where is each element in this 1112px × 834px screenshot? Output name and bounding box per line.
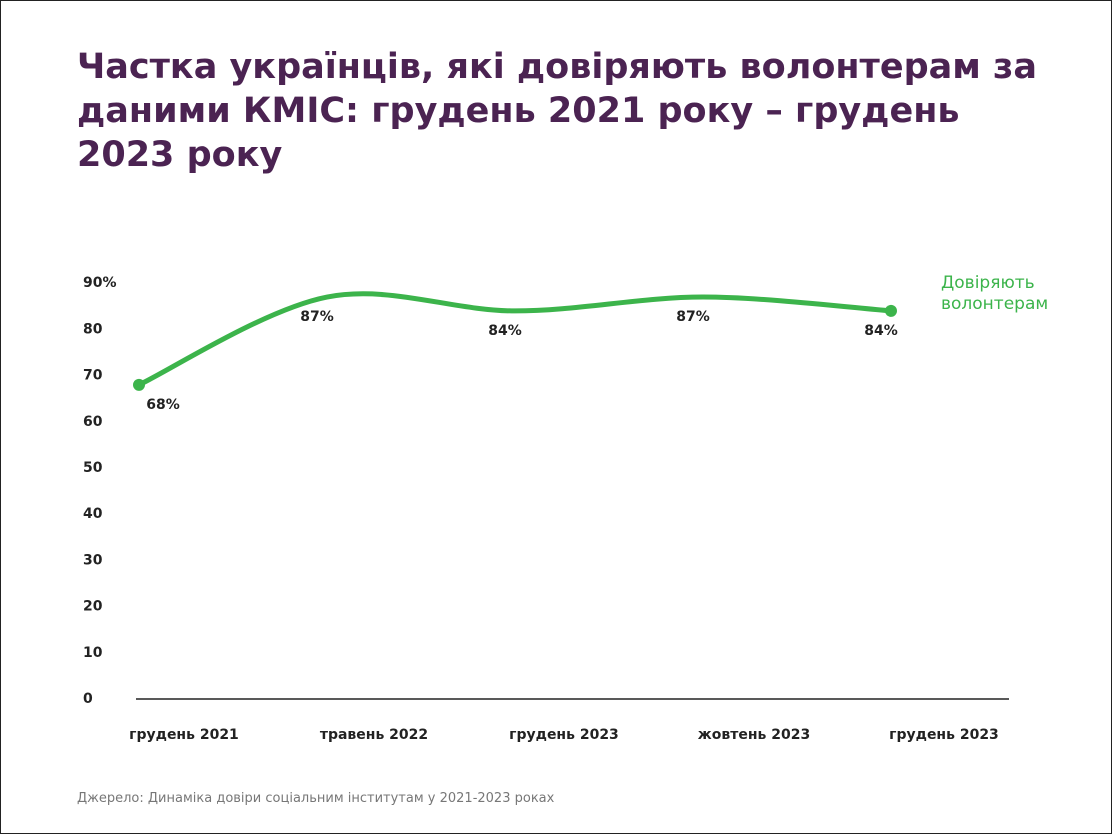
- y-tick-label: 10: [83, 645, 103, 661]
- line: [136, 291, 894, 388]
- x-tick-label: травень 2022: [320, 727, 428, 743]
- x-tick-label: грудень 2023: [889, 727, 999, 743]
- source-note: Джерело: Динаміка довіри соціальним інст…: [77, 791, 555, 806]
- y-tick-label: 80: [83, 321, 103, 337]
- data-label: 84%: [864, 323, 898, 339]
- data-label: 68%: [146, 397, 180, 413]
- y-tick-label: 60: [83, 414, 103, 430]
- data-label: 87%: [676, 309, 710, 325]
- x-tick-label: грудень 2021: [129, 727, 239, 743]
- y-tick-label: 70: [83, 368, 103, 384]
- series-label: Довіряють волонтерам: [941, 273, 1049, 314]
- y-tick-label: 90%: [83, 275, 117, 291]
- end-marker: [133, 378, 145, 391]
- chart-title: Частка українців, які довіряють волонтер…: [77, 47, 1038, 175]
- data-label: 84%: [488, 323, 522, 339]
- y-tick-label: 20: [83, 599, 103, 615]
- x-tick-label: грудень 2023: [509, 727, 619, 743]
- y-tick-label: 50: [83, 460, 103, 476]
- y-tick-label: 0: [83, 691, 93, 707]
- data-label: 87%: [300, 309, 334, 325]
- y-tick-label: 30: [83, 552, 103, 568]
- x-tick-label: жовтень 2023: [698, 727, 810, 743]
- y-tick-label: 40: [83, 506, 103, 522]
- end-marker: [885, 304, 897, 317]
